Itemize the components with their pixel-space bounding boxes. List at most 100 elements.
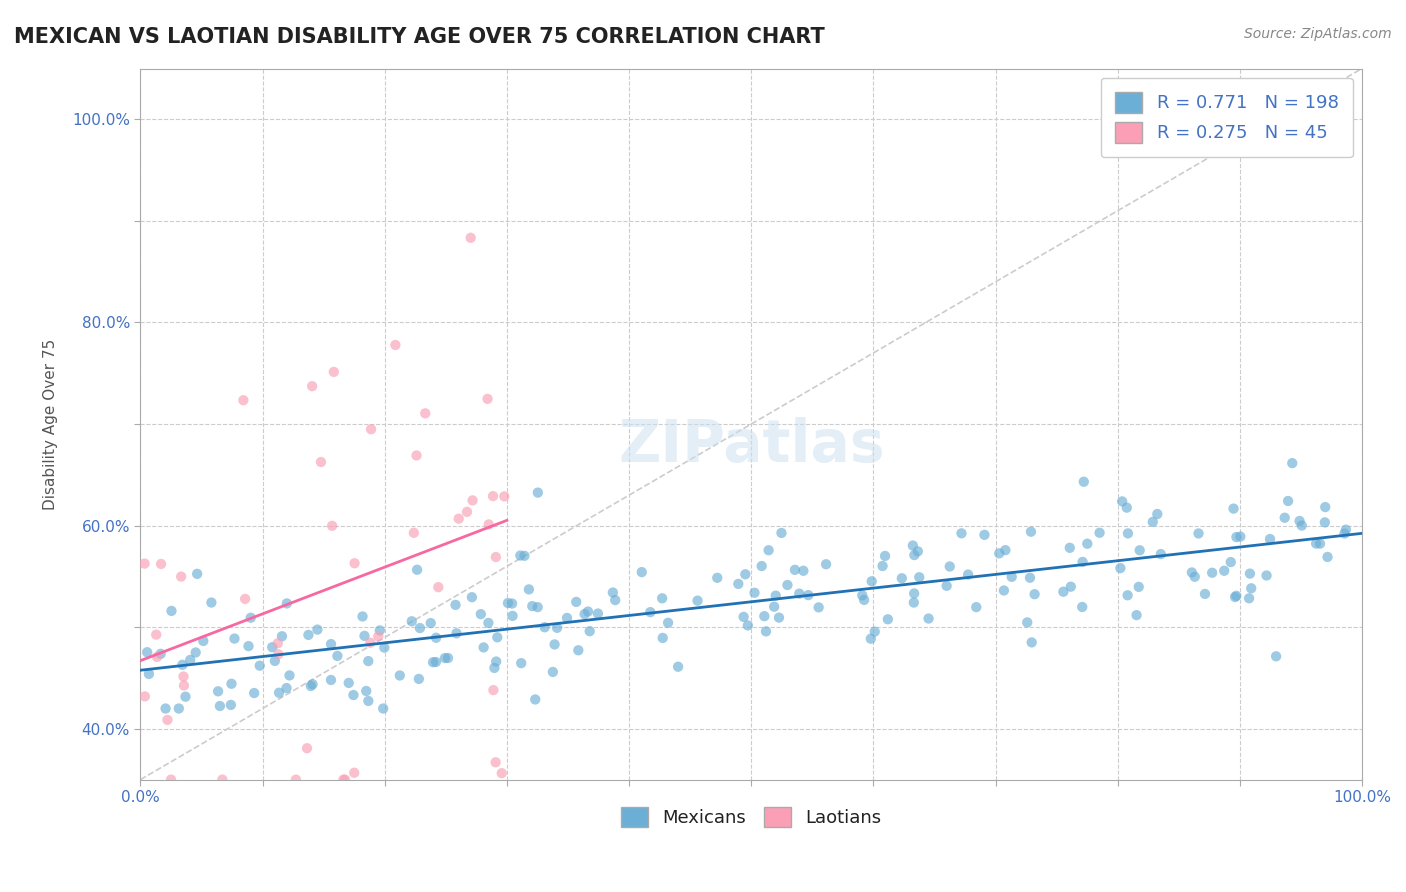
Point <box>470 607 492 621</box>
Point <box>486 630 509 644</box>
Point <box>988 546 1011 560</box>
Point <box>284 772 307 787</box>
Point <box>509 549 531 563</box>
Point <box>1146 507 1168 521</box>
Point <box>651 591 673 606</box>
Point <box>368 624 391 638</box>
Point <box>755 624 778 639</box>
Point <box>1315 500 1337 514</box>
Point <box>402 525 425 540</box>
Point <box>485 549 508 564</box>
Point <box>321 518 343 533</box>
Point <box>1334 523 1357 537</box>
Point <box>517 582 540 597</box>
Point <box>950 526 973 541</box>
Point <box>640 605 662 619</box>
Point <box>578 624 600 639</box>
Point <box>167 701 190 715</box>
Point <box>485 655 508 669</box>
Point <box>513 549 536 563</box>
Point <box>343 556 366 570</box>
Point <box>524 692 547 706</box>
Point <box>1288 514 1310 528</box>
Point <box>1181 566 1204 580</box>
Point <box>160 772 183 787</box>
Point <box>301 379 323 393</box>
Point <box>763 599 786 614</box>
Point <box>1142 515 1164 529</box>
Point <box>422 655 444 669</box>
Point <box>751 559 773 574</box>
Point <box>444 598 467 612</box>
Point <box>1229 530 1251 544</box>
Point <box>494 489 516 503</box>
Point <box>173 669 195 683</box>
Point <box>297 628 319 642</box>
Point <box>319 673 342 687</box>
Point <box>1223 590 1246 604</box>
Point <box>1150 547 1173 561</box>
Point <box>357 694 380 708</box>
Point <box>1240 582 1263 596</box>
Point <box>373 640 395 655</box>
Point <box>307 623 329 637</box>
Point <box>807 600 830 615</box>
Point <box>172 657 194 672</box>
Point <box>456 505 478 519</box>
Point <box>1073 475 1095 489</box>
Point <box>734 567 756 582</box>
Point <box>388 668 411 682</box>
Point <box>357 654 380 668</box>
Point <box>903 586 925 600</box>
Point <box>496 596 519 610</box>
Point <box>367 629 389 643</box>
Point <box>574 607 596 621</box>
Point <box>299 679 322 693</box>
Point <box>657 615 679 630</box>
Point <box>957 567 980 582</box>
Point <box>765 589 787 603</box>
Point <box>860 574 883 589</box>
Point <box>136 645 159 659</box>
Point <box>522 599 544 613</box>
Point <box>1313 516 1336 530</box>
Point <box>758 543 780 558</box>
Point <box>337 676 360 690</box>
Point <box>1333 526 1355 541</box>
Point <box>484 661 506 675</box>
Point <box>461 493 484 508</box>
Point <box>239 611 262 625</box>
Point <box>744 585 766 599</box>
Point <box>319 637 342 651</box>
Point <box>973 528 995 542</box>
Legend: Mexicans, Laotians: Mexicans, Laotians <box>613 799 889 835</box>
Point <box>1128 580 1150 594</box>
Point <box>406 563 429 577</box>
Point <box>353 629 375 643</box>
Point <box>1222 501 1244 516</box>
Point <box>815 558 838 572</box>
Point <box>1213 564 1236 578</box>
Point <box>1109 561 1132 575</box>
Text: Source: ZipAtlas.com: Source: ZipAtlas.com <box>1244 27 1392 41</box>
Point <box>938 559 960 574</box>
Point <box>427 580 450 594</box>
Point <box>160 604 183 618</box>
Point <box>243 686 266 700</box>
Point <box>1281 456 1303 470</box>
Point <box>322 365 344 379</box>
Point <box>546 621 568 635</box>
Point <box>156 713 179 727</box>
Point <box>278 668 301 682</box>
Point <box>863 624 886 639</box>
Point <box>276 596 298 610</box>
Point <box>1116 526 1139 541</box>
Point <box>1060 580 1083 594</box>
Y-axis label: Disability Age Over 75: Disability Age Over 75 <box>44 338 58 509</box>
Point <box>993 583 1015 598</box>
Point <box>876 612 898 626</box>
Point <box>754 609 776 624</box>
Point <box>1291 518 1313 533</box>
Point <box>770 525 793 540</box>
Point <box>1265 649 1288 664</box>
